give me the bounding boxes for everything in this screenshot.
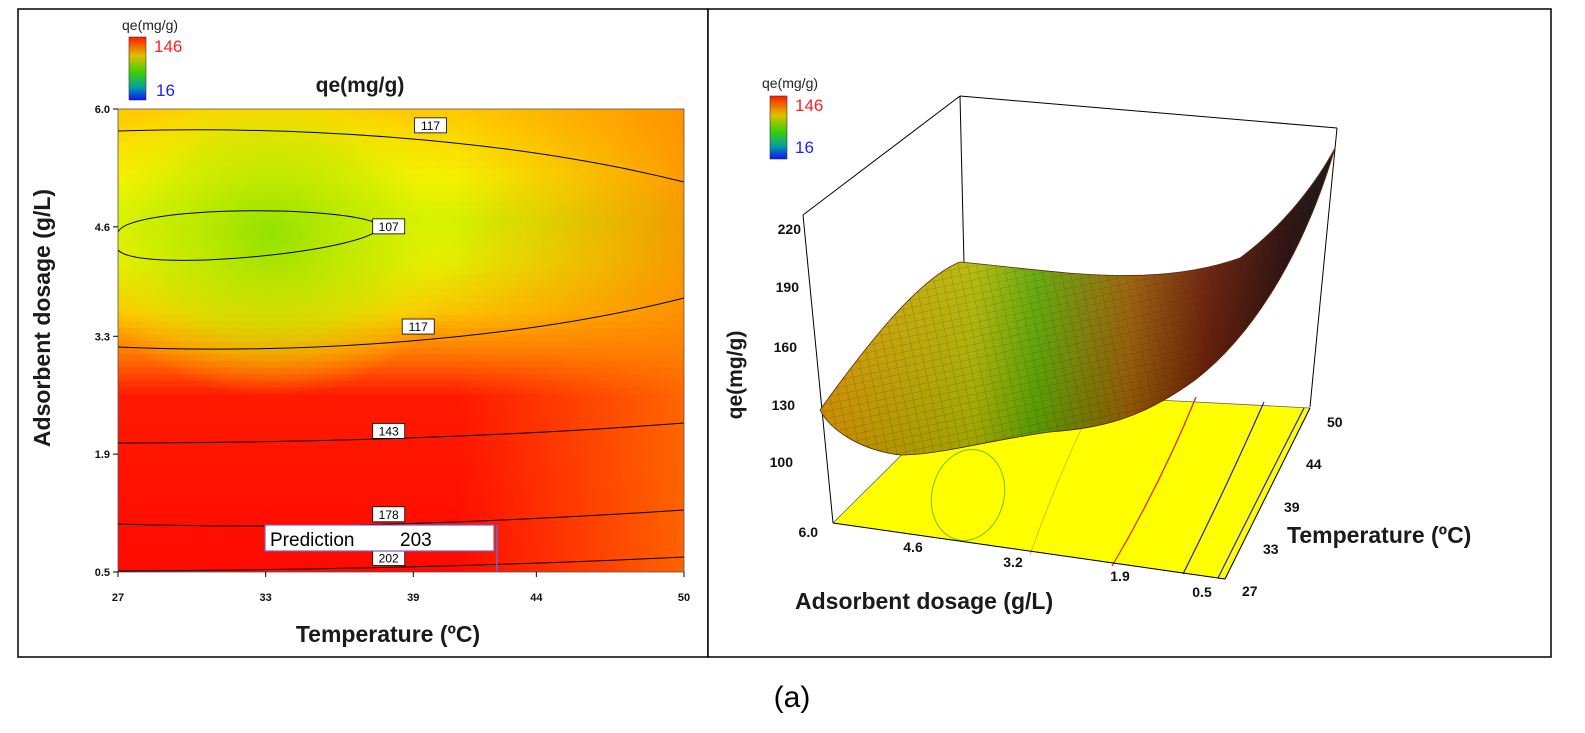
colorbar-max: 146	[154, 37, 182, 56]
y-axis-title-3d: Temperature (ºC)	[1287, 522, 1471, 548]
contour-label-box	[401, 318, 435, 335]
x-tick: 3.2	[1003, 554, 1023, 570]
z-tick: 130	[772, 397, 796, 413]
x-tick-label: 27	[112, 592, 124, 604]
contour-label: 143	[379, 424, 399, 438]
z-tick: 100	[770, 454, 794, 470]
contour-line-117-lower	[118, 297, 684, 350]
z-axis-ticks: 100 130 160 190 220	[770, 221, 802, 470]
contour-label: 178	[379, 508, 399, 522]
plot-border	[117, 108, 685, 573]
contour-plot: 27 33 39 44 50 0.5 1.9 3.3 4.6 6.0 117 107 117 143 17…	[29, 17, 690, 647]
prediction-value: 203	[400, 530, 432, 551]
axis-ticks: 27 33 39 44 50 0.5 1.9 3.3 4.6 6.0	[95, 104, 690, 604]
y-tick-label: 0.5	[95, 567, 110, 579]
contour-label: 117	[421, 119, 440, 133]
colorbar	[128, 36, 147, 101]
x-tick: 0.5	[1192, 584, 1212, 600]
y-tick: 27	[1242, 583, 1258, 599]
y-tick: 44	[1306, 456, 1322, 472]
y-tick-label: 3.3	[95, 331, 110, 343]
y-tick: 39	[1284, 499, 1300, 515]
x-tick-label: 33	[260, 592, 272, 604]
floor-contours	[930, 393, 1305, 579]
y-tick: 50	[1327, 414, 1343, 430]
z-tick: 220	[778, 221, 802, 237]
colorbar-label: qe(mg/g)	[762, 75, 818, 91]
y-tick-label: 4.6	[95, 222, 110, 234]
x-tick: 1.9	[1110, 568, 1130, 584]
x-tick-label: 39	[407, 592, 419, 604]
x-tick-label: 44	[530, 592, 543, 604]
y-axis-title: Adsorbent dosage (g/L)	[29, 189, 55, 447]
contour-label: 202	[379, 552, 399, 566]
contour-label-box	[372, 218, 406, 235]
prediction-box	[264, 524, 495, 552]
contour-line-202	[118, 556, 684, 572]
colorbar-min: 16	[795, 138, 814, 157]
contour-labels: 117 107 117 143 178 202	[372, 117, 447, 566]
colorbar-label: qe(mg/g)	[122, 17, 178, 33]
contour-label-box	[372, 423, 406, 439]
y-tick-label: 6.0	[95, 104, 110, 116]
contour-label: 107	[379, 220, 399, 234]
colorbar	[769, 95, 788, 160]
x-tick: 6.0	[799, 524, 819, 540]
contour-title: qe(mg/g)	[316, 74, 405, 97]
temperature-axis-ticks: 27 33 39 44 50	[1242, 414, 1343, 599]
colorbar-min: 16	[156, 81, 175, 100]
x-axis-title: Temperature (ºC)	[296, 621, 480, 647]
y-tick-label: 1.9	[95, 449, 110, 461]
prediction-label: Prediction	[270, 530, 355, 551]
contour-label: 117	[409, 320, 428, 334]
x-axis-title-3d: Adsorbent dosage (g/L)	[795, 588, 1053, 614]
surface-plot: 100 130 160 190 220 6.0 4.6 3.2 1.9 0.5 …	[724, 75, 1471, 614]
x-tick-label: 50	[678, 592, 690, 604]
dosage-axis-ticks: 6.0 4.6 3.2 1.9 0.5	[799, 524, 1212, 600]
x-tick: 4.6	[903, 539, 923, 555]
y-tick: 33	[1263, 541, 1279, 557]
contour-label-box	[414, 117, 447, 134]
prediction-annotation: Prediction 203	[264, 524, 498, 572]
surface-shading	[820, 148, 1335, 455]
z-tick: 190	[776, 279, 800, 295]
contour-line-178	[118, 509, 684, 527]
z-axis-title: qe(mg/g)	[724, 331, 747, 420]
figure-label: (a)	[774, 681, 811, 714]
contour-label-box	[372, 506, 406, 523]
contour-green-region	[118, 109, 684, 572]
colorbar-max: 146	[795, 96, 823, 115]
contour-line-117-upper	[118, 129, 684, 183]
z-tick: 160	[774, 339, 798, 355]
front-edges	[832, 407, 1311, 580]
